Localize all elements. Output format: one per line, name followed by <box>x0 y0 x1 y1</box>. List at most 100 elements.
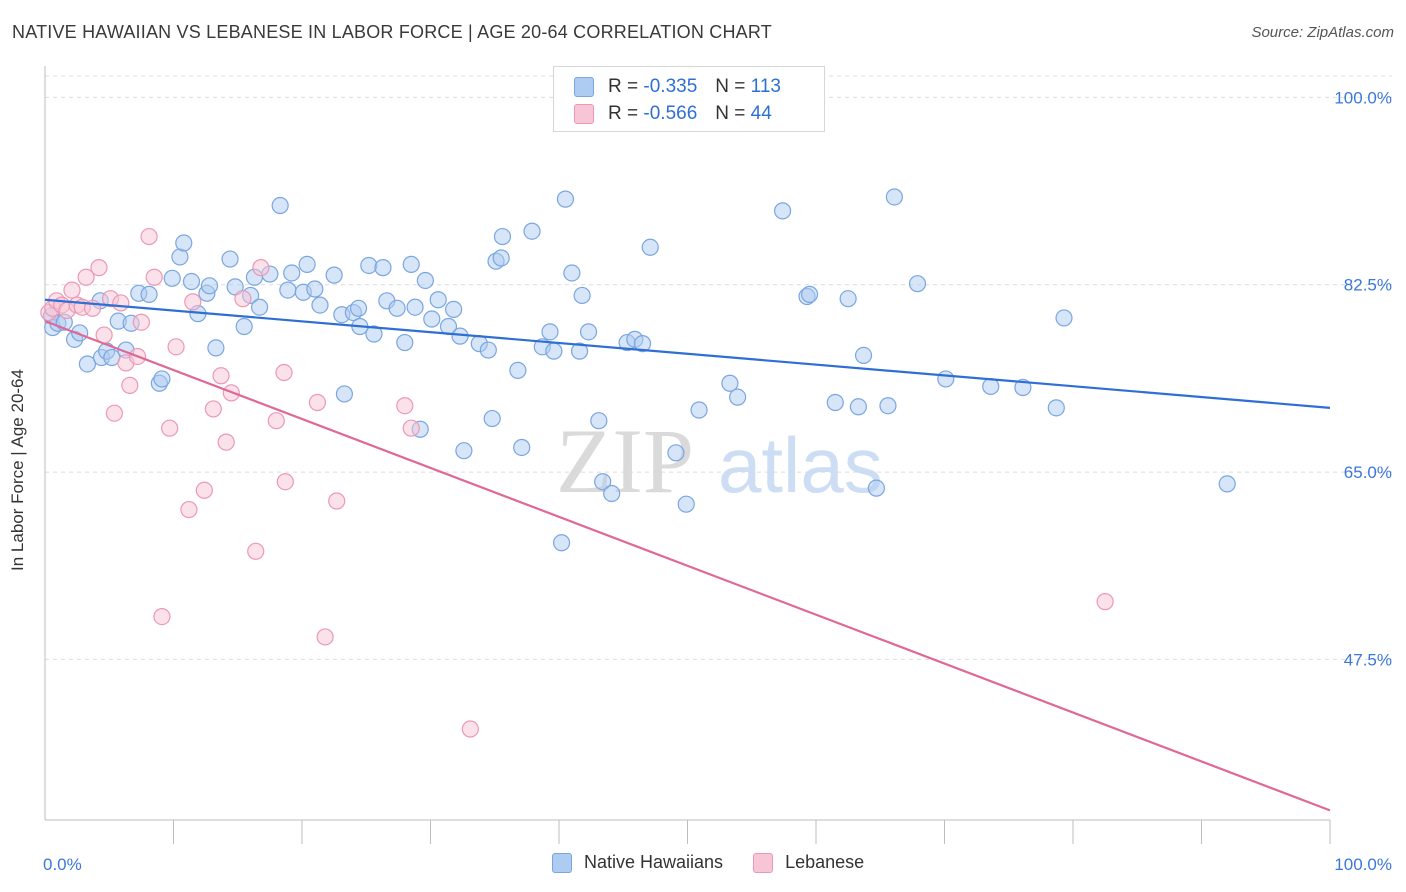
data-point <box>854 346 873 365</box>
legend-n-value: 44 <box>750 103 772 124</box>
legend-row-native-hawaiians: R = -0.335 N = 113 <box>574 74 781 100</box>
data-point <box>276 473 294 491</box>
legend-r-label: R = <box>608 76 639 97</box>
legend-n-label: N = <box>715 76 746 97</box>
data-point <box>509 361 527 379</box>
gridlines <box>45 75 1392 660</box>
y-tick-label: 47.5% <box>1344 650 1392 669</box>
data-point <box>247 542 265 560</box>
data-point <box>90 259 108 277</box>
data-point <box>429 291 447 309</box>
data-point <box>603 484 621 503</box>
data-point <box>140 227 158 246</box>
data-point <box>105 404 123 422</box>
data-point <box>335 385 354 403</box>
data-point <box>161 419 179 437</box>
data-point <box>721 374 739 392</box>
legend-swatch-pink <box>574 104 594 124</box>
data-point <box>180 500 198 519</box>
tick-labels: 100.0% 82.5% 65.0% 47.5% 0.0% 100.0% <box>43 88 1392 874</box>
data-point <box>235 317 253 336</box>
data-point <box>867 479 885 497</box>
watermark-zip: ZIP <box>556 410 694 512</box>
data-point <box>1047 399 1065 417</box>
data-point <box>523 222 541 240</box>
data-point <box>267 412 285 430</box>
data-point <box>221 250 239 268</box>
data-point <box>167 338 185 356</box>
data-point <box>121 376 139 394</box>
legend-n-value: 113 <box>750 76 781 97</box>
data-point <box>349 299 368 317</box>
data-point <box>360 256 378 275</box>
data-point <box>374 259 392 277</box>
data-point <box>937 370 955 388</box>
legend-item-lebanese[interactable]: Lebanese <box>753 852 864 873</box>
data-point <box>200 277 219 295</box>
legend-swatch-pink <box>753 852 774 873</box>
y-tick-label: 82.5% <box>1344 276 1392 295</box>
data-point <box>163 269 181 287</box>
series-legend: Native Hawaiians Lebanese <box>552 852 894 873</box>
data-point <box>77 268 95 286</box>
y-tick-label: 100.0% <box>1334 88 1392 107</box>
data-point <box>279 281 297 299</box>
data-point <box>573 286 591 305</box>
data-point <box>207 339 225 357</box>
data-point <box>839 290 857 308</box>
trendlines <box>44 298 1331 812</box>
legend-row-lebanese: R = -0.566 N = 44 <box>574 101 772 127</box>
data-point <box>1218 475 1236 493</box>
data-point <box>461 720 479 738</box>
data-point <box>849 398 868 416</box>
data-point <box>195 481 213 499</box>
x-tick-label: 100.0% <box>1334 855 1392 874</box>
data-point <box>677 495 695 513</box>
data-point <box>1055 309 1073 327</box>
data-point <box>298 255 316 274</box>
data-point <box>513 438 531 457</box>
data-point <box>271 196 289 215</box>
data-point <box>112 294 130 312</box>
data-point <box>773 202 792 220</box>
data-point <box>493 227 512 246</box>
legend-r-value: -0.566 <box>643 103 698 124</box>
x-tick-label: 0.0% <box>43 855 82 874</box>
data-point <box>250 298 269 316</box>
data-point <box>800 285 819 303</box>
data-point <box>667 444 685 462</box>
source-credit: Source: ZipAtlas.com <box>1251 24 1394 41</box>
data-point <box>308 393 327 412</box>
data-point <box>641 238 659 256</box>
data-point <box>234 290 252 308</box>
data-point <box>541 323 559 341</box>
data-point <box>416 271 434 290</box>
data-point <box>182 272 201 291</box>
data-point <box>729 388 747 406</box>
data-point <box>492 249 510 267</box>
data-point <box>402 255 420 274</box>
data-point <box>153 608 171 626</box>
data-point <box>63 281 81 299</box>
data-point <box>479 341 497 359</box>
data-point <box>826 393 844 412</box>
data-point <box>140 285 158 303</box>
legend-label-lebanese: Lebanese <box>785 852 865 872</box>
legend-n-label: N = <box>715 103 746 124</box>
watermark: ZIP atlas <box>556 410 883 512</box>
data-point <box>365 325 383 343</box>
legend-swatch-blue <box>574 77 594 97</box>
legend-item-native-hawaiians[interactable]: Native Hawaiians <box>552 852 723 873</box>
data-point <box>396 333 414 352</box>
y-tick-label: 65.0% <box>1344 463 1392 482</box>
data-point <box>217 433 235 451</box>
data-point <box>908 275 927 293</box>
data-point <box>275 363 293 382</box>
data-point <box>445 300 463 318</box>
data-point <box>153 370 171 388</box>
data-point <box>570 342 589 360</box>
data-point <box>590 412 608 430</box>
data-point <box>306 280 324 298</box>
data-point <box>145 268 163 286</box>
data-point <box>1096 593 1114 611</box>
